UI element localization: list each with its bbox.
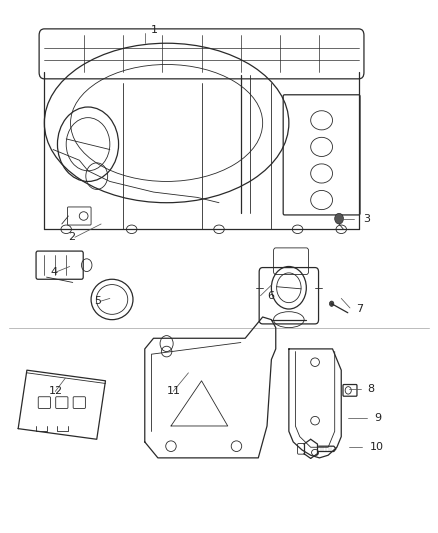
Text: 10: 10 <box>370 442 384 452</box>
Ellipse shape <box>335 213 343 224</box>
Text: 6: 6 <box>267 290 274 301</box>
Text: 9: 9 <box>374 413 381 423</box>
Ellipse shape <box>329 301 334 306</box>
Text: 8: 8 <box>367 384 374 394</box>
Text: 5: 5 <box>95 296 102 306</box>
Text: 3: 3 <box>363 214 370 224</box>
Text: 7: 7 <box>357 304 364 314</box>
Text: 12: 12 <box>49 386 63 397</box>
Text: 1: 1 <box>151 25 158 35</box>
Text: 4: 4 <box>51 267 58 277</box>
Text: 2: 2 <box>68 232 75 243</box>
Text: 11: 11 <box>166 386 180 397</box>
